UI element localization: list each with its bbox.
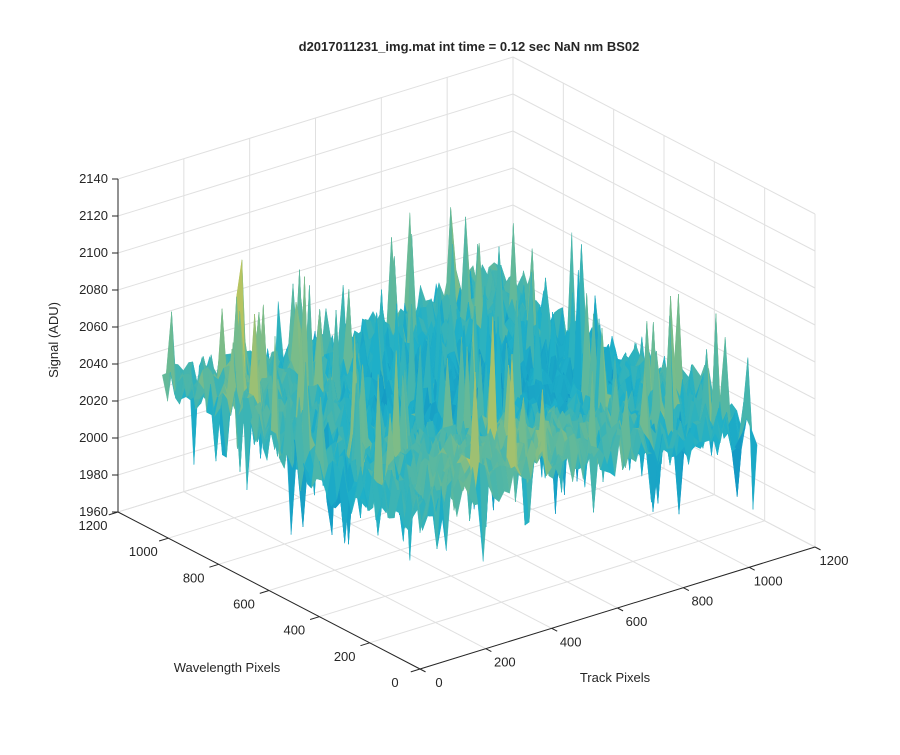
x-tick-label: 1000: [754, 573, 783, 588]
x-tick-label: 200: [494, 655, 516, 670]
gridline-z-back-wall-x: [512, 204, 816, 363]
z-tick-label: 2020: [79, 393, 108, 408]
z-tick-label: 1960: [79, 504, 108, 519]
x-tick-label: 400: [560, 634, 582, 649]
gridline-z-back-wall-x: [512, 167, 816, 326]
gridline-z-back-wall-x: [512, 93, 816, 252]
gridline-z-back-wall-y: [117, 56, 514, 180]
surface-patch: [742, 357, 752, 433]
x-tick: [551, 627, 558, 632]
x-tick-label: 1200: [820, 553, 849, 568]
surface-patch: [415, 496, 426, 534]
gridline-z-back-wall-x: [512, 130, 816, 289]
x-tick: [485, 648, 492, 652]
x-tick-label: 800: [691, 594, 713, 609]
z-tick-label: 2060: [79, 319, 108, 334]
gridline-z-back-wall-y: [117, 93, 514, 217]
z-axis-label: Signal (ADU): [46, 302, 61, 378]
x-tick: [419, 668, 426, 673]
gridline-y-floor: [268, 468, 665, 591]
x-tick: [814, 546, 821, 551]
x-tick: [617, 607, 624, 612]
z-tick-label: 1980: [79, 467, 108, 482]
z-tick-label: 2140: [79, 171, 108, 186]
y-tick: [309, 616, 320, 620]
surface-patch: [242, 397, 253, 491]
y-tick-label: 400: [283, 623, 305, 638]
x-tick-label: 600: [626, 614, 648, 629]
axes: [108, 178, 821, 673]
gridline-z-back-wall-y: [117, 241, 514, 365]
y-tick: [158, 537, 169, 542]
surface: [162, 207, 758, 562]
gridline-z-back-wall-y: [117, 167, 514, 291]
y-tick: [209, 563, 219, 568]
y-tick: [259, 590, 270, 594]
x-tick-label: 0: [435, 675, 442, 690]
z-tick-label: 2040: [79, 356, 108, 371]
y-tick-label: 0: [391, 675, 398, 690]
y-tick-label: 600: [233, 597, 255, 612]
tick-labels: 0 200 400 600 800 1000 1200 0 200 400 600 800 1000 12…: [79, 171, 849, 690]
y-tick-label: 200: [334, 649, 356, 664]
x-tick: [748, 566, 755, 571]
surface-patch: [731, 448, 742, 497]
gridline-z-back-wall-x: [512, 241, 816, 400]
x-axis-label: Track Pixels: [580, 670, 651, 685]
chart-title: d2017011231_img.mat int time = 0.12 sec …: [299, 39, 640, 54]
y-tick: [360, 642, 370, 647]
gridline-z-back-wall-x: [512, 56, 816, 215]
gridline-z-back-wall-y: [117, 130, 514, 254]
gridline-z-back-wall-y: [117, 204, 514, 328]
y-tick-label: 1200: [79, 518, 108, 533]
y-tick: [410, 668, 421, 673]
z-tick-label: 2000: [79, 430, 108, 445]
x-tick: [683, 587, 690, 591]
z-tick-label: 2120: [79, 208, 108, 223]
gridline-y-floor: [369, 520, 765, 644]
y-tick-label: 1000: [129, 544, 158, 559]
y-axis-label: Wavelength Pixels: [174, 660, 281, 675]
y-tick-label: 800: [183, 570, 205, 585]
z-tick-label: 2100: [79, 245, 108, 260]
gridline-y-floor: [319, 494, 715, 618]
z-tick-label: 2080: [79, 282, 108, 297]
